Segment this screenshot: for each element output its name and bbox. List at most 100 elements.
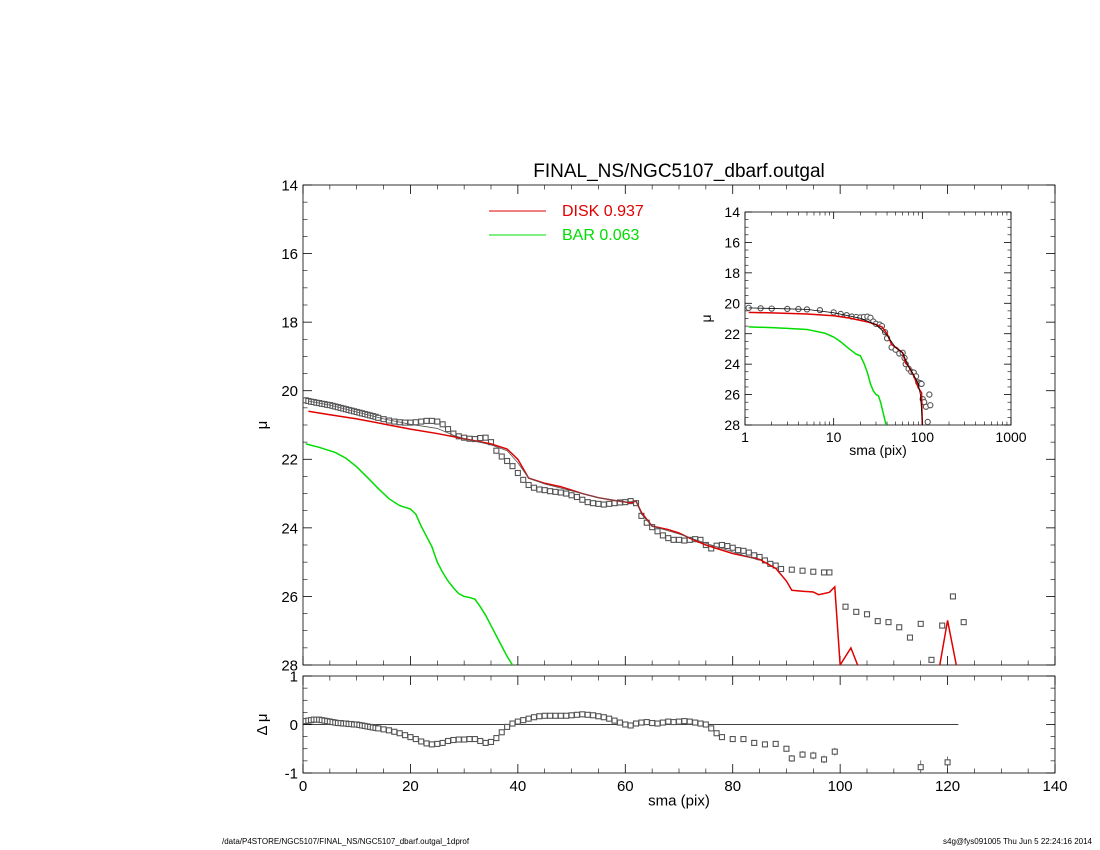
data-point: [520, 476, 527, 483]
data-point: [654, 720, 661, 727]
data-point: [418, 418, 425, 425]
x-tick-label: 120: [935, 778, 960, 795]
y-tick-label: 0: [290, 717, 298, 734]
y-tick-label: 20: [724, 295, 740, 311]
data-point: [568, 712, 575, 719]
x-tick-label: 40: [510, 778, 527, 795]
y-axis-label: μ: [698, 314, 714, 322]
data-point: [461, 736, 468, 743]
data-point: [692, 719, 699, 726]
data-point: [520, 717, 527, 724]
data-point: [391, 728, 398, 735]
data-point: [659, 532, 666, 539]
data-point: [434, 418, 441, 425]
chart-legend: DISK 0.937 BAR 0.063: [489, 203, 644, 244]
data-point: [579, 496, 586, 503]
data-point: [745, 549, 752, 556]
data-point: [573, 493, 580, 501]
data-point: [799, 751, 806, 758]
data-point: [751, 552, 758, 559]
inset-log-profile-plot: 1 10 100 1000 14 16 18 20 22 24 26 28 sma (pix) μ: [698, 204, 1027, 458]
data-point: [557, 712, 564, 719]
data-point: [536, 713, 543, 720]
data-point: [853, 608, 860, 615]
footer-timestamp: s4g@fys091005 Thu Jun 5 22:24:16 2014: [943, 837, 1092, 846]
data-point: [924, 418, 931, 425]
data-point: [412, 419, 419, 426]
series-line-disk: [308, 410, 958, 665]
data-point: [541, 487, 548, 494]
series-line-bar: [305, 443, 514, 665]
data-point: [563, 712, 570, 719]
data-point: [514, 469, 521, 477]
data-point: [820, 756, 828, 763]
data-point: [380, 726, 387, 733]
y-tick-label: 14: [724, 204, 740, 220]
x-axis-label: sma (pix): [849, 442, 907, 458]
y-axis-label: Δ μ: [254, 713, 271, 735]
data-point: [649, 719, 656, 727]
data-point: [557, 489, 564, 496]
y-tick-label: 18: [281, 315, 298, 332]
data-point: [810, 568, 817, 575]
data-point: [477, 737, 484, 745]
data-point: [396, 730, 403, 737]
x-tick-label: 140: [1042, 778, 1067, 795]
data-point: [665, 718, 672, 725]
data-point: [509, 463, 516, 470]
data-point: [530, 484, 538, 491]
y-tick-label: 1: [290, 668, 298, 685]
y-tick-label: 18: [724, 265, 740, 281]
data-point: [654, 528, 661, 535]
data-point: [595, 500, 602, 507]
x-tick-label: 10: [826, 429, 842, 445]
data-point: [939, 622, 946, 629]
data-point: [611, 717, 618, 724]
data-point: [820, 569, 828, 576]
data-point: [681, 537, 688, 544]
data-point: [724, 542, 731, 550]
data-point: [681, 718, 688, 725]
data-point: [477, 434, 484, 442]
data-point: [579, 711, 586, 718]
data-point: [466, 735, 473, 743]
data-point: [632, 720, 640, 727]
data-point: [563, 490, 570, 497]
series-line-model: [748, 307, 923, 425]
data-point: [450, 736, 457, 744]
data-point: [418, 738, 425, 745]
y-tick-label: 28: [281, 657, 298, 674]
data-point: [917, 620, 924, 627]
y-tick-label: 24: [724, 356, 740, 372]
y-tick-label: 14: [281, 177, 298, 194]
data-point: [584, 499, 591, 506]
data-point: [697, 720, 704, 727]
data-point: [514, 718, 521, 725]
y-tick-label: 26: [724, 387, 740, 403]
data-point: [590, 712, 597, 719]
data-point: [498, 729, 505, 736]
series-line-model: [308, 400, 760, 561]
y-tick-label: 22: [724, 326, 740, 342]
data-point: [482, 739, 489, 746]
data-point: [659, 719, 666, 726]
data-point: [428, 741, 435, 748]
data-point: [863, 611, 871, 618]
data-point: [509, 720, 516, 727]
data-point: [718, 734, 726, 741]
data-point: [783, 745, 790, 752]
y-tick-label: 28: [724, 417, 740, 433]
data-point: [504, 457, 511, 465]
y-tick-label: 16: [281, 246, 298, 263]
x-tick-label: 1000: [995, 429, 1026, 445]
data-point: [926, 391, 933, 398]
data-point: [874, 618, 881, 625]
chart-title: FINAL_NS/NGC5107_dbarf.outgal: [533, 161, 825, 182]
data-point: [616, 719, 623, 726]
data-point: [541, 712, 548, 719]
legend-entry: DISK 0.937: [562, 203, 644, 220]
data-point: [927, 402, 934, 409]
data-point: [670, 719, 677, 726]
data-point: [525, 715, 532, 722]
data-point: [906, 634, 914, 641]
